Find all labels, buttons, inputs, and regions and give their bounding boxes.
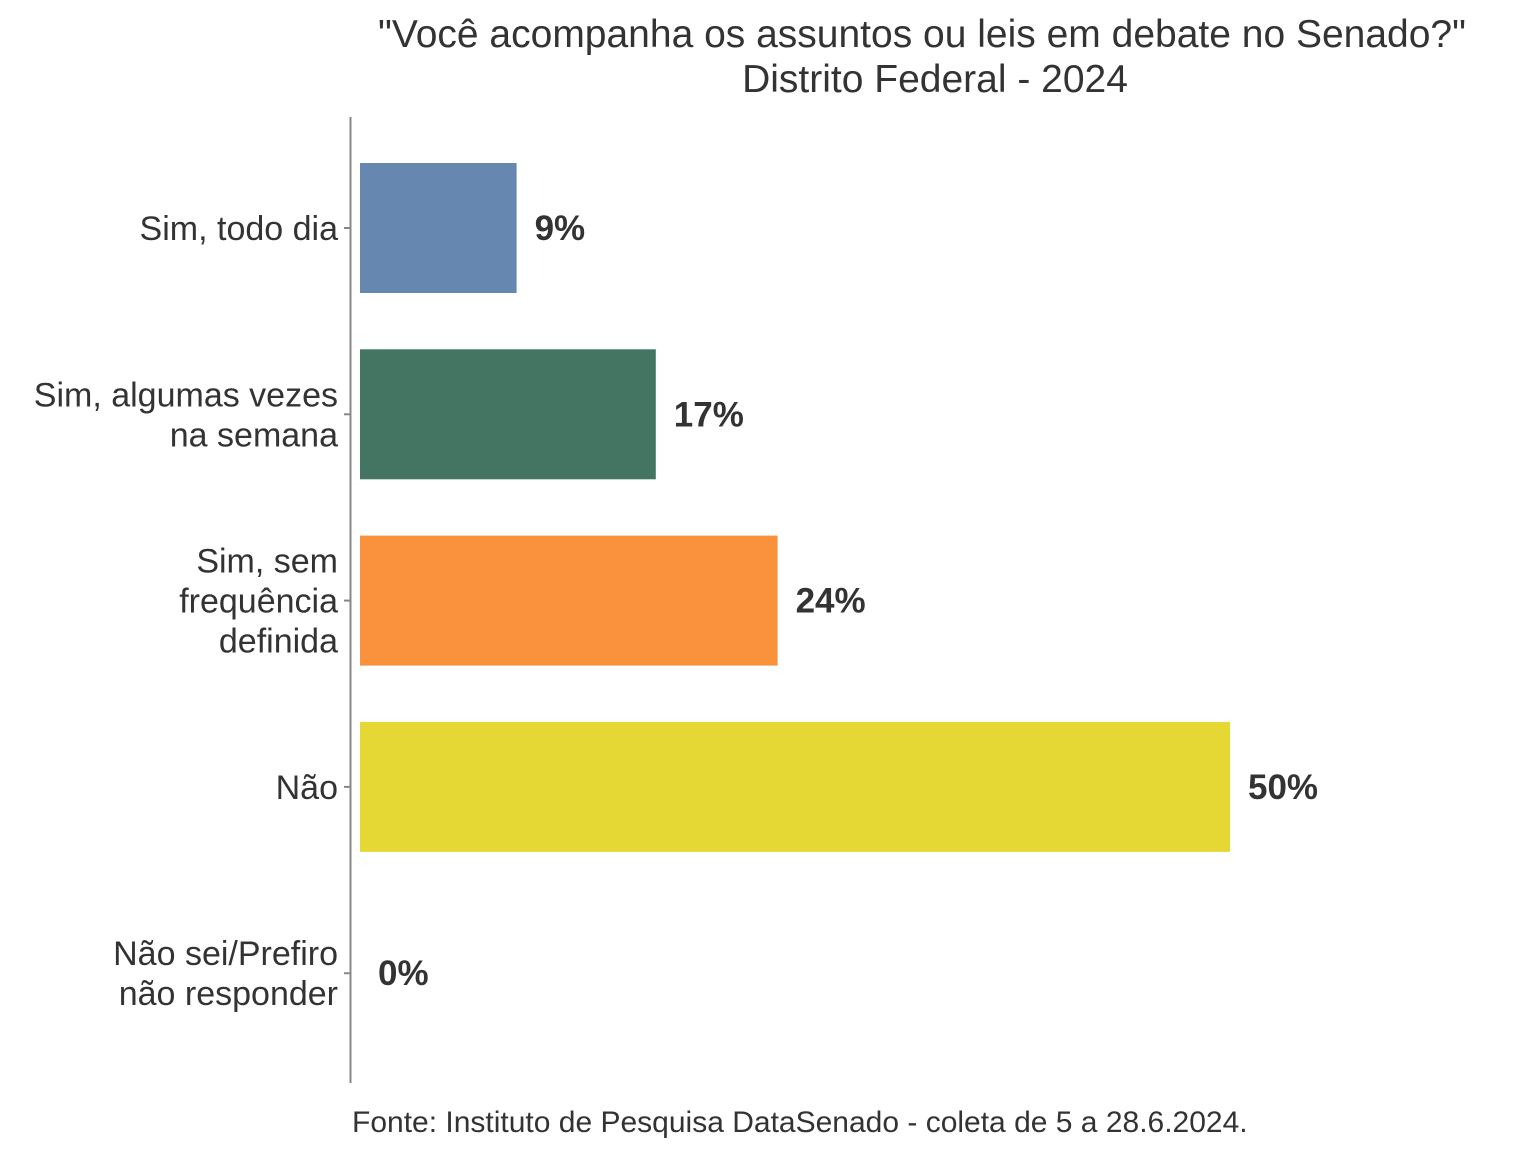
source-note: Fonte: Instituto de Pesquisa DataSenado … [352, 1106, 1248, 1139]
value-label: 9% [535, 209, 586, 248]
chart-title: "Você acompanha os assuntos ou leis em d… [378, 13, 1466, 56]
category-label: Sim, todo dia [140, 210, 339, 248]
category-label-line: Sim, algumas vezes [34, 376, 338, 414]
bar [360, 721, 1230, 852]
category-label-line: não responder [119, 975, 338, 1013]
category-label-line: Sim, sem [196, 543, 338, 581]
category-label-line: na semana [170, 416, 338, 454]
category-label-line: frequência [179, 583, 338, 621]
category-label: Sim, sem frequência definida [179, 543, 338, 661]
value-label: 24% [796, 582, 866, 621]
chart-subtitle: Distrito Federal - 2024 [742, 58, 1128, 101]
value-label: 50% [1248, 768, 1318, 807]
bar [360, 163, 517, 293]
value-label: 0% [378, 954, 429, 993]
category-label-line: definida [219, 623, 338, 661]
bar [360, 535, 778, 666]
category-label: Sim, algumas vezes na semana [34, 376, 338, 454]
value-label: 17% [674, 395, 744, 434]
category-label: Não sei/Prefiro não responder [113, 935, 338, 1013]
category-label-line: Não [276, 769, 338, 807]
category-label-line: Sim, todo dia [140, 210, 339, 248]
category-label: Não [276, 769, 338, 807]
bar [360, 349, 656, 480]
category-label-line: Não sei/Prefiro [113, 935, 338, 973]
